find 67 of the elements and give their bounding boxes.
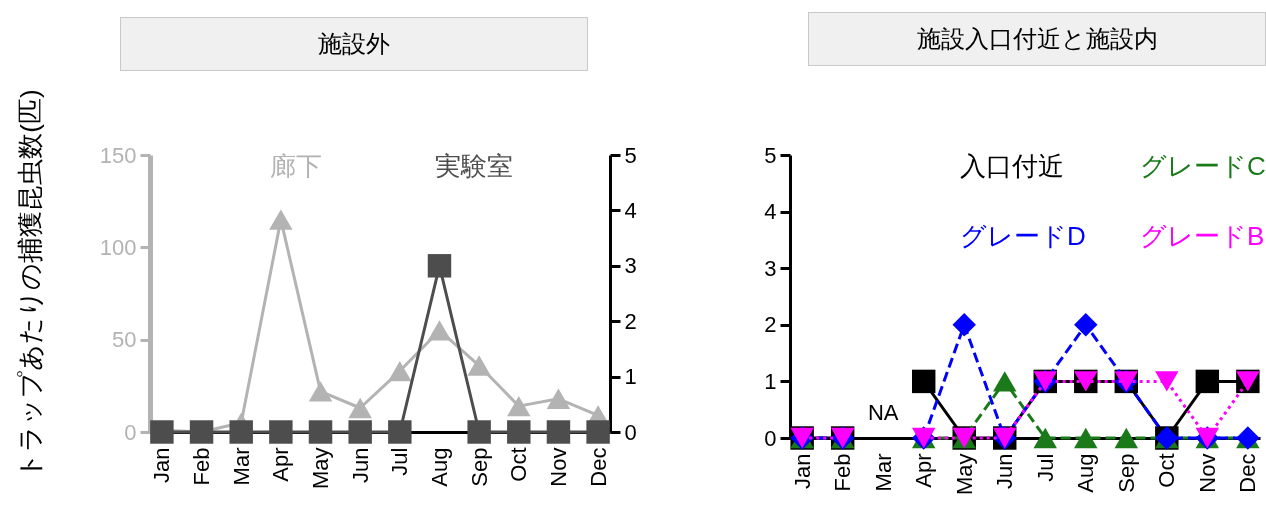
x-tick-label: Oct	[1154, 453, 1180, 488]
point	[269, 209, 293, 230]
x-tick-label: Jan	[789, 453, 815, 489]
point	[911, 369, 936, 394]
text: 実験室	[435, 151, 513, 181]
x-tick-label: Dec	[585, 447, 611, 487]
y2-tick-label: 4	[624, 197, 637, 223]
y-tick-label: 50	[112, 327, 137, 353]
y2-tick-label: 3	[624, 253, 637, 279]
x-tick-label: May	[308, 447, 334, 490]
point	[546, 388, 571, 409]
y2-tick-label: 5	[624, 142, 637, 168]
x-tick-label: Apr	[268, 447, 294, 482]
y-tick-label: 150	[99, 142, 137, 168]
text: グレードC	[1140, 151, 1266, 181]
point	[1074, 427, 1098, 449]
point	[993, 371, 1017, 392]
point	[1155, 371, 1179, 392]
point	[952, 313, 976, 337]
y-tick-label: 2	[764, 312, 777, 338]
annotation: NA	[867, 399, 899, 425]
x-tick-label: Nov	[1194, 453, 1220, 493]
point	[1114, 427, 1139, 449]
point	[467, 355, 491, 376]
x-tick-label: Jul	[387, 447, 413, 476]
text: グレードB	[1140, 221, 1265, 251]
y2-tick-label: 0	[624, 419, 637, 445]
x-tick-label: Dec	[1235, 453, 1261, 493]
x-tick-label: Jan	[149, 447, 175, 483]
y-tick-label: 100	[99, 234, 137, 260]
x-tick-label: May	[951, 453, 977, 496]
x-tick-label: Nov	[545, 447, 571, 487]
y2-tick-label: 2	[624, 308, 637, 334]
x-tick-label: Jun	[992, 453, 1018, 489]
chart-title: 施設入口付近と施設内	[808, 12, 1266, 66]
y-tick-label: 3	[764, 255, 777, 281]
text: グレードD	[960, 221, 1086, 251]
y-tick-label: 4	[764, 199, 777, 225]
point	[1195, 369, 1220, 394]
x-tick-label: Feb	[189, 447, 215, 486]
point	[507, 395, 531, 417]
point	[427, 320, 452, 341]
point	[1074, 313, 1098, 337]
point	[308, 381, 333, 402]
x-tick-label: Oct	[506, 447, 532, 482]
y-tick-label: 5	[764, 142, 777, 168]
y-axis-title: トラップあたりの捕獲昆虫数(匹)	[14, 89, 45, 479]
chart-title: 施設外	[120, 17, 588, 71]
x-tick-label: Jul	[1032, 453, 1058, 482]
x-tick-label: Mar	[870, 453, 896, 492]
x-tick-label: Sep	[1113, 453, 1139, 493]
y-tick-label: 1	[764, 368, 777, 394]
x-tick-label: Mar	[228, 447, 254, 486]
point	[1033, 427, 1057, 449]
x-tick-label: Apr	[911, 453, 937, 488]
x-tick-label: Aug	[426, 447, 452, 487]
point	[348, 397, 372, 419]
x-tick-label: Feb	[830, 453, 856, 492]
point	[388, 360, 412, 382]
y-tick-label: 0	[124, 419, 137, 445]
x-tick-label: Sep	[466, 447, 492, 487]
text: 入口付近	[960, 151, 1064, 181]
x-tick-label: Jun	[347, 447, 373, 483]
series-label: 廊下	[270, 151, 322, 181]
y2-tick-label: 1	[624, 364, 637, 390]
y-tick-label: 0	[764, 425, 777, 451]
x-tick-label: Aug	[1073, 453, 1099, 493]
